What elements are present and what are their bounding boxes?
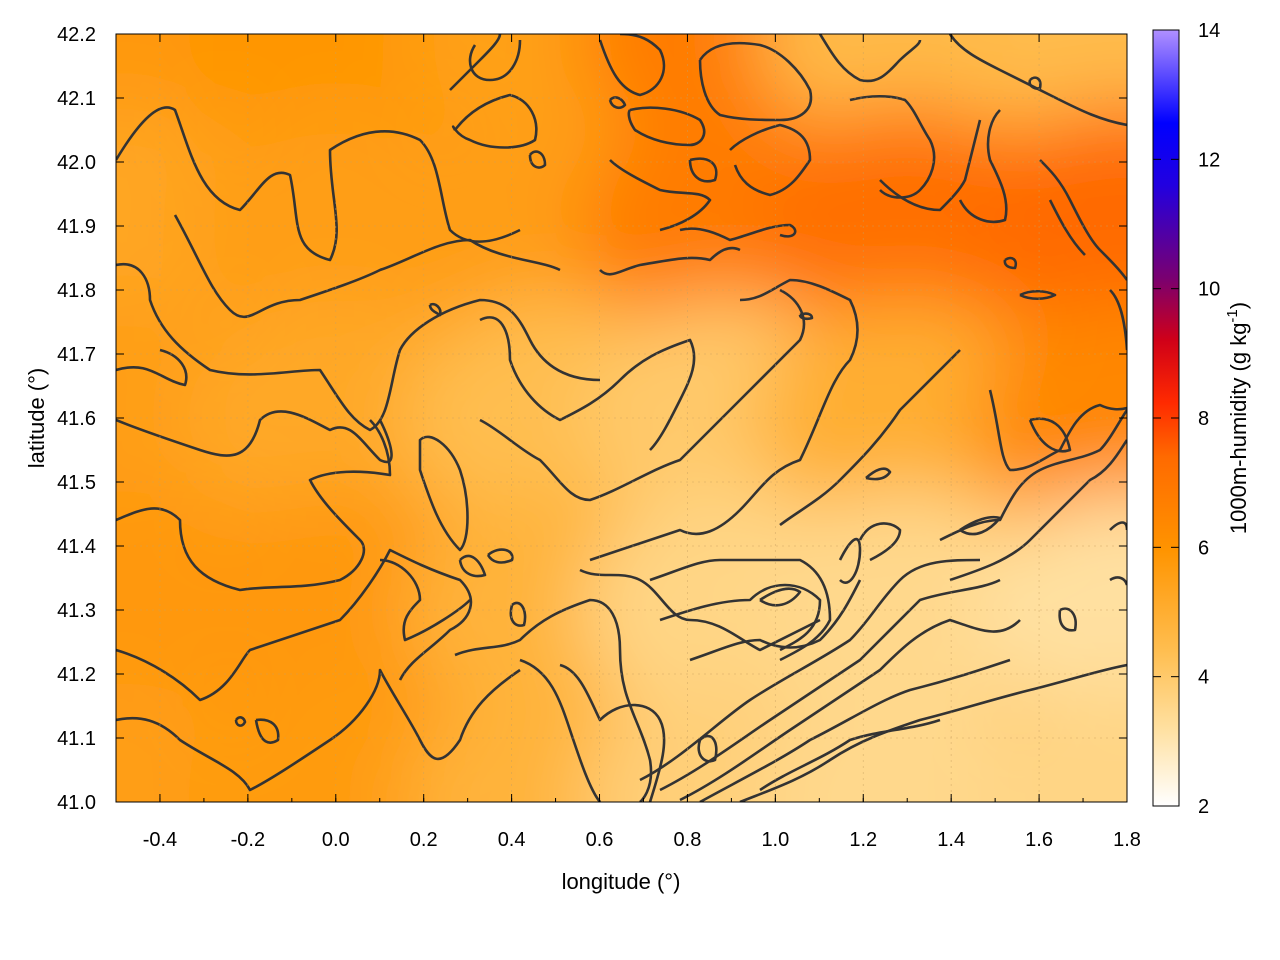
colorbar-tick-label-4: 10 — [1198, 279, 1220, 301]
field-region-29 — [977, 682, 1127, 802]
x-tick-label-6: 0.8 — [674, 829, 702, 851]
grid-lines — [116, 33, 1128, 803]
y-tick-label-7: 41.7 — [57, 344, 96, 366]
colorbar-title-end: ) — [1226, 302, 1251, 309]
y-tick-label-5: 41.5 — [57, 472, 96, 494]
x-tick-label-0: -0.4 — [143, 829, 177, 851]
x-tick-label-8: 1.2 — [849, 829, 877, 851]
colorbar-tick-label-5: 12 — [1198, 149, 1220, 171]
x-tick-label-10: 1.6 — [1025, 829, 1053, 851]
colorbar-tick-label-1: 4 — [1198, 667, 1209, 689]
colorbar-tick-label-3: 8 — [1198, 408, 1209, 430]
x-tick-label-11: 1.8 — [1113, 829, 1141, 851]
colorbar-tick-label-6: 14 — [1198, 20, 1220, 42]
field-region-16 — [757, 298, 1058, 538]
colorbar: 2 4 6 8 10 12 14 1000m-humidity (g kg-1) — [1152, 20, 1251, 818]
x-tick-label-4: 0.4 — [498, 829, 526, 851]
y-tick-label-10: 42.0 — [57, 152, 96, 174]
y-tick-label-3: 41.3 — [57, 600, 96, 622]
colorbar-title-main: 1000m-humidity (g kg — [1226, 323, 1251, 535]
y-tick-label-6: 41.6 — [57, 408, 96, 430]
x-tick-label-5: 0.6 — [586, 829, 614, 851]
x-tick-label-1: -0.2 — [231, 829, 265, 851]
y-tick-label-1: 41.1 — [57, 728, 96, 750]
field-region-10 — [757, 106, 1058, 346]
y-tick-label-11: 42.1 — [57, 88, 96, 110]
x-tick-label-7: 1.0 — [761, 829, 789, 851]
y-tick-label-8: 41.8 — [57, 280, 96, 302]
y-tick-label-0: 41.0 — [57, 792, 96, 814]
colorbar-ticks: 2 4 6 8 10 12 14 — [1153, 20, 1220, 818]
heatmap-field — [116, 34, 1127, 802]
x-axis-ticks: -0.4 -0.2 0.0 0.2 0.4 0.6 0.8 1.0 1.2 1.4 1.6 1.8 — [115, 34, 1141, 851]
x-axis-title: longitude (°) — [562, 869, 681, 894]
colorbar-title: 1000m-humidity (g kg-1) — [1224, 302, 1251, 534]
colorbar-tick-label-2: 6 — [1198, 537, 1209, 559]
y-tick-label-2: 41.2 — [57, 664, 96, 686]
x-tick-label-3: 0.2 — [410, 829, 438, 851]
y-tick-label-12: 42.2 — [57, 24, 96, 46]
x-tick-label-2: 0.0 — [322, 829, 350, 851]
y-axis-title: latitude (°) — [24, 368, 49, 469]
y-axis-ticks: 41.0 41.1 41.2 41.3 41.4 41.5 41.6 41.7 41.8 41.9… — [57, 24, 1127, 814]
y-tick-label-4: 41.4 — [57, 536, 96, 558]
contour-lines — [116, 34, 1127, 802]
x-tick-label-9: 1.4 — [937, 829, 965, 851]
colorbar-tick-label-0: 2 — [1198, 796, 1209, 818]
y-tick-label-9: 41.9 — [57, 216, 96, 238]
colorbar-title-superscript: -1 — [1224, 309, 1241, 322]
